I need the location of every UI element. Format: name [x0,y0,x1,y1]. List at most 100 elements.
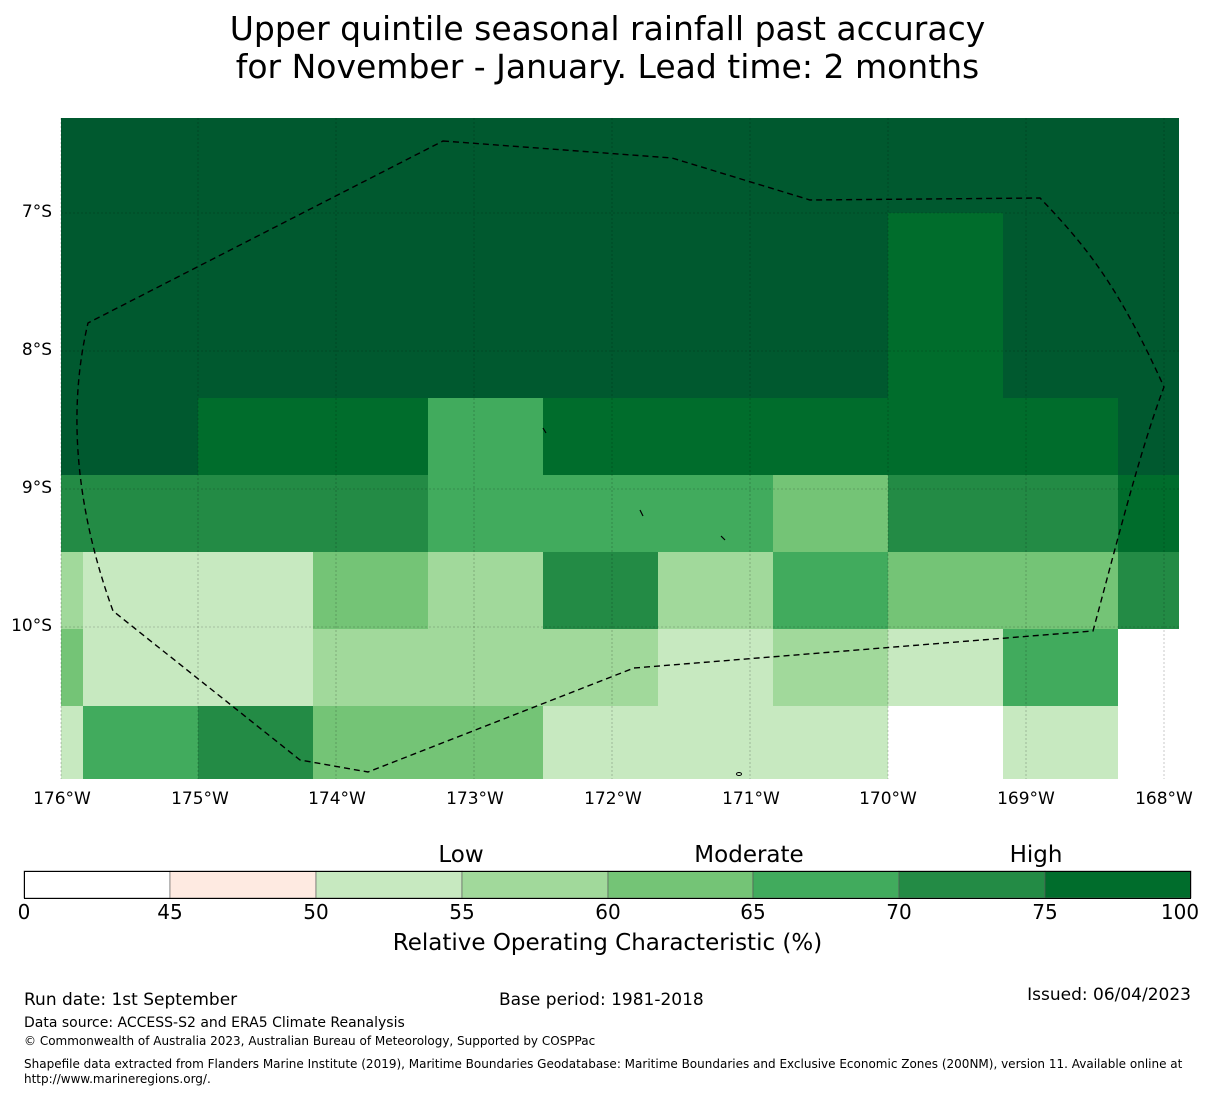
grid-cell [428,706,543,779]
grid-cell [1118,118,1179,213]
grid-cell [658,552,773,629]
grid-cell [1118,398,1179,475]
grid-cell [1118,552,1179,629]
chart-title-line-2: for November - January. Lead time: 2 mon… [235,47,980,86]
grid-cell [83,475,198,552]
grid-cell [658,398,773,475]
grid-cell [313,629,428,706]
lat-label-7s: 7°S [21,202,52,222]
grid-cell [888,398,1003,475]
colorbar-segment [607,870,754,899]
colorbar-tick: 100 [1160,900,1200,924]
grid-cell [83,118,198,213]
grid-cell [61,475,83,552]
grid-cell [658,118,773,213]
lon-label-171w: 171°W [722,789,780,809]
grid-cell [773,118,888,213]
grid-cell [428,213,543,398]
grid-cell [543,398,658,475]
issued-date: Issued: 06/04/2023 [1027,985,1191,1005]
colorbar-tick: 65 [740,900,766,924]
grid-cell [888,475,1003,552]
grid-cell [313,118,428,213]
grid-cell [543,629,658,706]
grid-cell [773,213,888,398]
grid-cell [543,706,658,779]
colorbar-tick: 55 [449,900,475,924]
grid-cell [1118,475,1179,552]
grid-cell [428,118,543,213]
colorbar-tick: 50 [303,900,329,924]
grid-cell [658,213,773,398]
lon-label-169w: 169°W [997,789,1055,809]
grid-cell [61,706,83,779]
grid-cell [888,629,1003,706]
colorbar-tick: 70 [886,900,912,924]
grid-cell [61,552,83,629]
grid-cell [83,706,198,779]
grid-cell [198,706,313,779]
grid-cell [83,398,198,475]
grid-cell [1118,629,1179,706]
grid-cell [83,629,198,706]
grid-cell [543,475,658,552]
lat-label-10s: 10°S [11,616,52,636]
grid-cell [428,398,543,475]
grid-cell [1003,118,1118,213]
grid-cell [428,629,543,706]
run-date: Run date: 1st September [24,990,238,1010]
colorbar-category-moderate: Moderate [694,842,804,868]
colorbar-segment [898,870,1046,899]
lon-label-175w: 175°W [171,789,229,809]
grid-cell [313,475,428,552]
lon-label-172w: 172°W [584,789,642,809]
colorbar-segment [23,870,171,899]
grid-cell [198,398,313,475]
grid-cell [888,706,1003,779]
grid-cell [198,118,313,213]
grid-cell [61,629,83,706]
colorbar-category-low: Low [438,842,484,868]
grid-cell [888,213,1003,398]
grid-cell [1003,552,1118,629]
colorbar [23,870,1192,899]
eez-boundary-line [76,140,1165,773]
grid-cell [888,552,1003,629]
lon-label-174w: 174°W [308,789,366,809]
grid-cell [543,118,658,213]
grid-cell [198,213,313,398]
lon-label-176w: 176°W [33,789,91,809]
base-period: Base period: 1981-2018 [499,990,704,1010]
grid-cell [543,213,658,398]
colorbar-segment [461,870,609,899]
island-mark [720,535,726,541]
grid-cell [773,398,888,475]
grid-cell [888,118,1003,213]
grid-cell [1003,398,1118,475]
grid-cell [313,706,428,779]
grid-cell [313,398,428,475]
colorbar-segment [315,870,463,899]
lon-label-173w: 173°W [446,789,504,809]
copyright: © Commonwealth of Australia 2023, Austra… [24,1034,596,1048]
colorbar-segment [1044,870,1192,899]
grid-cell [61,213,83,398]
grid-cell [773,629,888,706]
grid-cell [428,552,543,629]
grid-cell [1003,475,1118,552]
lat-label-9s: 9°S [21,478,52,498]
shapefile-credit-line-1: Shapefile data extracted from Flanders M… [24,1057,1183,1071]
grid-cell [83,552,198,629]
grid-cell [1003,213,1118,398]
grid-cell [1003,629,1118,706]
colorbar-tick: 45 [157,900,183,924]
colorbar-title: Relative Operating Characteristic (%) [392,930,823,956]
colorbar-segment [169,870,317,899]
grid-cell [658,706,773,779]
grid-cell [773,475,888,552]
colorbar-tick: 0 [17,900,31,924]
island-mark [736,772,742,776]
grid-cell [313,552,428,629]
grid-cell [198,552,313,629]
chart-title-line-1: Upper quintile seasonal rainfall past ac… [229,9,986,48]
